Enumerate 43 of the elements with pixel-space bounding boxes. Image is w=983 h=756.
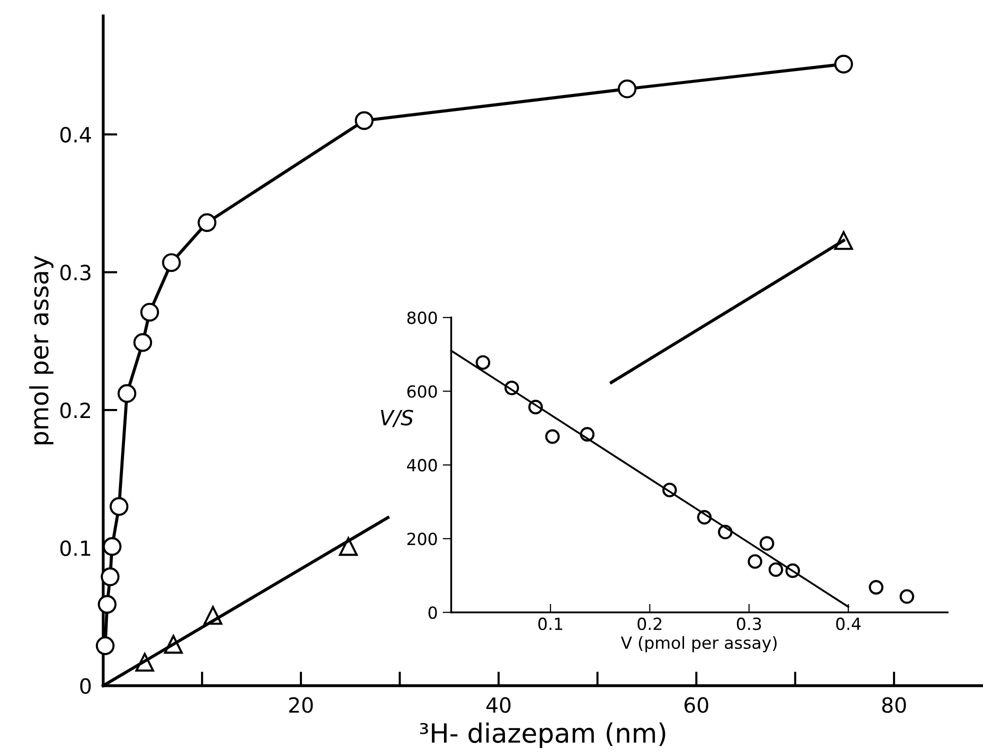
x-tick-label: 20 (289, 697, 313, 713)
y-tick-label: 600 (407, 385, 437, 398)
y-tick-label: 0 (428, 606, 437, 619)
y-tick-label: 0.4 (60, 126, 91, 143)
y-tick-label: 400 (407, 458, 437, 472)
x-axis-title: V (pmol per assay) (620, 636, 777, 652)
point (96, 636, 115, 656)
x-tick-label: 40 (486, 697, 510, 713)
x-axis-title: ³H- diazepam (nm) (420, 722, 666, 748)
x-tick-label: 80 (882, 697, 906, 713)
point (110, 497, 128, 516)
point (162, 253, 181, 272)
point (618, 80, 637, 98)
y-tick-label: 0.1 (60, 540, 90, 556)
point (900, 589, 914, 604)
point (768, 562, 784, 577)
point (118, 384, 136, 403)
point (198, 213, 216, 232)
point (338, 537, 358, 556)
point (760, 536, 774, 551)
x-tick-label: 60 (684, 697, 708, 713)
point (140, 302, 160, 322)
x-tick-label: 0.4 (836, 618, 861, 630)
x-tick-label: 0.2 (638, 618, 662, 630)
point (545, 429, 560, 444)
y-tick-label: 0 (80, 678, 91, 694)
point (100, 567, 120, 586)
point (133, 333, 152, 352)
point (476, 355, 490, 370)
point (868, 580, 884, 595)
y-tick-label: 200 (407, 532, 437, 546)
y-tick-label: 800 (407, 311, 437, 324)
y-axis-title: pmol per assay (29, 256, 54, 444)
point (748, 554, 762, 569)
point (98, 595, 117, 614)
y-tick-label: 0.3 (60, 264, 90, 280)
y-axis-title: V/S (380, 410, 414, 428)
x-tick-label: 0.3 (736, 618, 761, 630)
x-tick-label: 0.1 (538, 618, 562, 630)
point (354, 111, 374, 130)
point (834, 54, 853, 74)
point (102, 537, 122, 556)
y-tick-label: 0.2 (60, 402, 90, 418)
